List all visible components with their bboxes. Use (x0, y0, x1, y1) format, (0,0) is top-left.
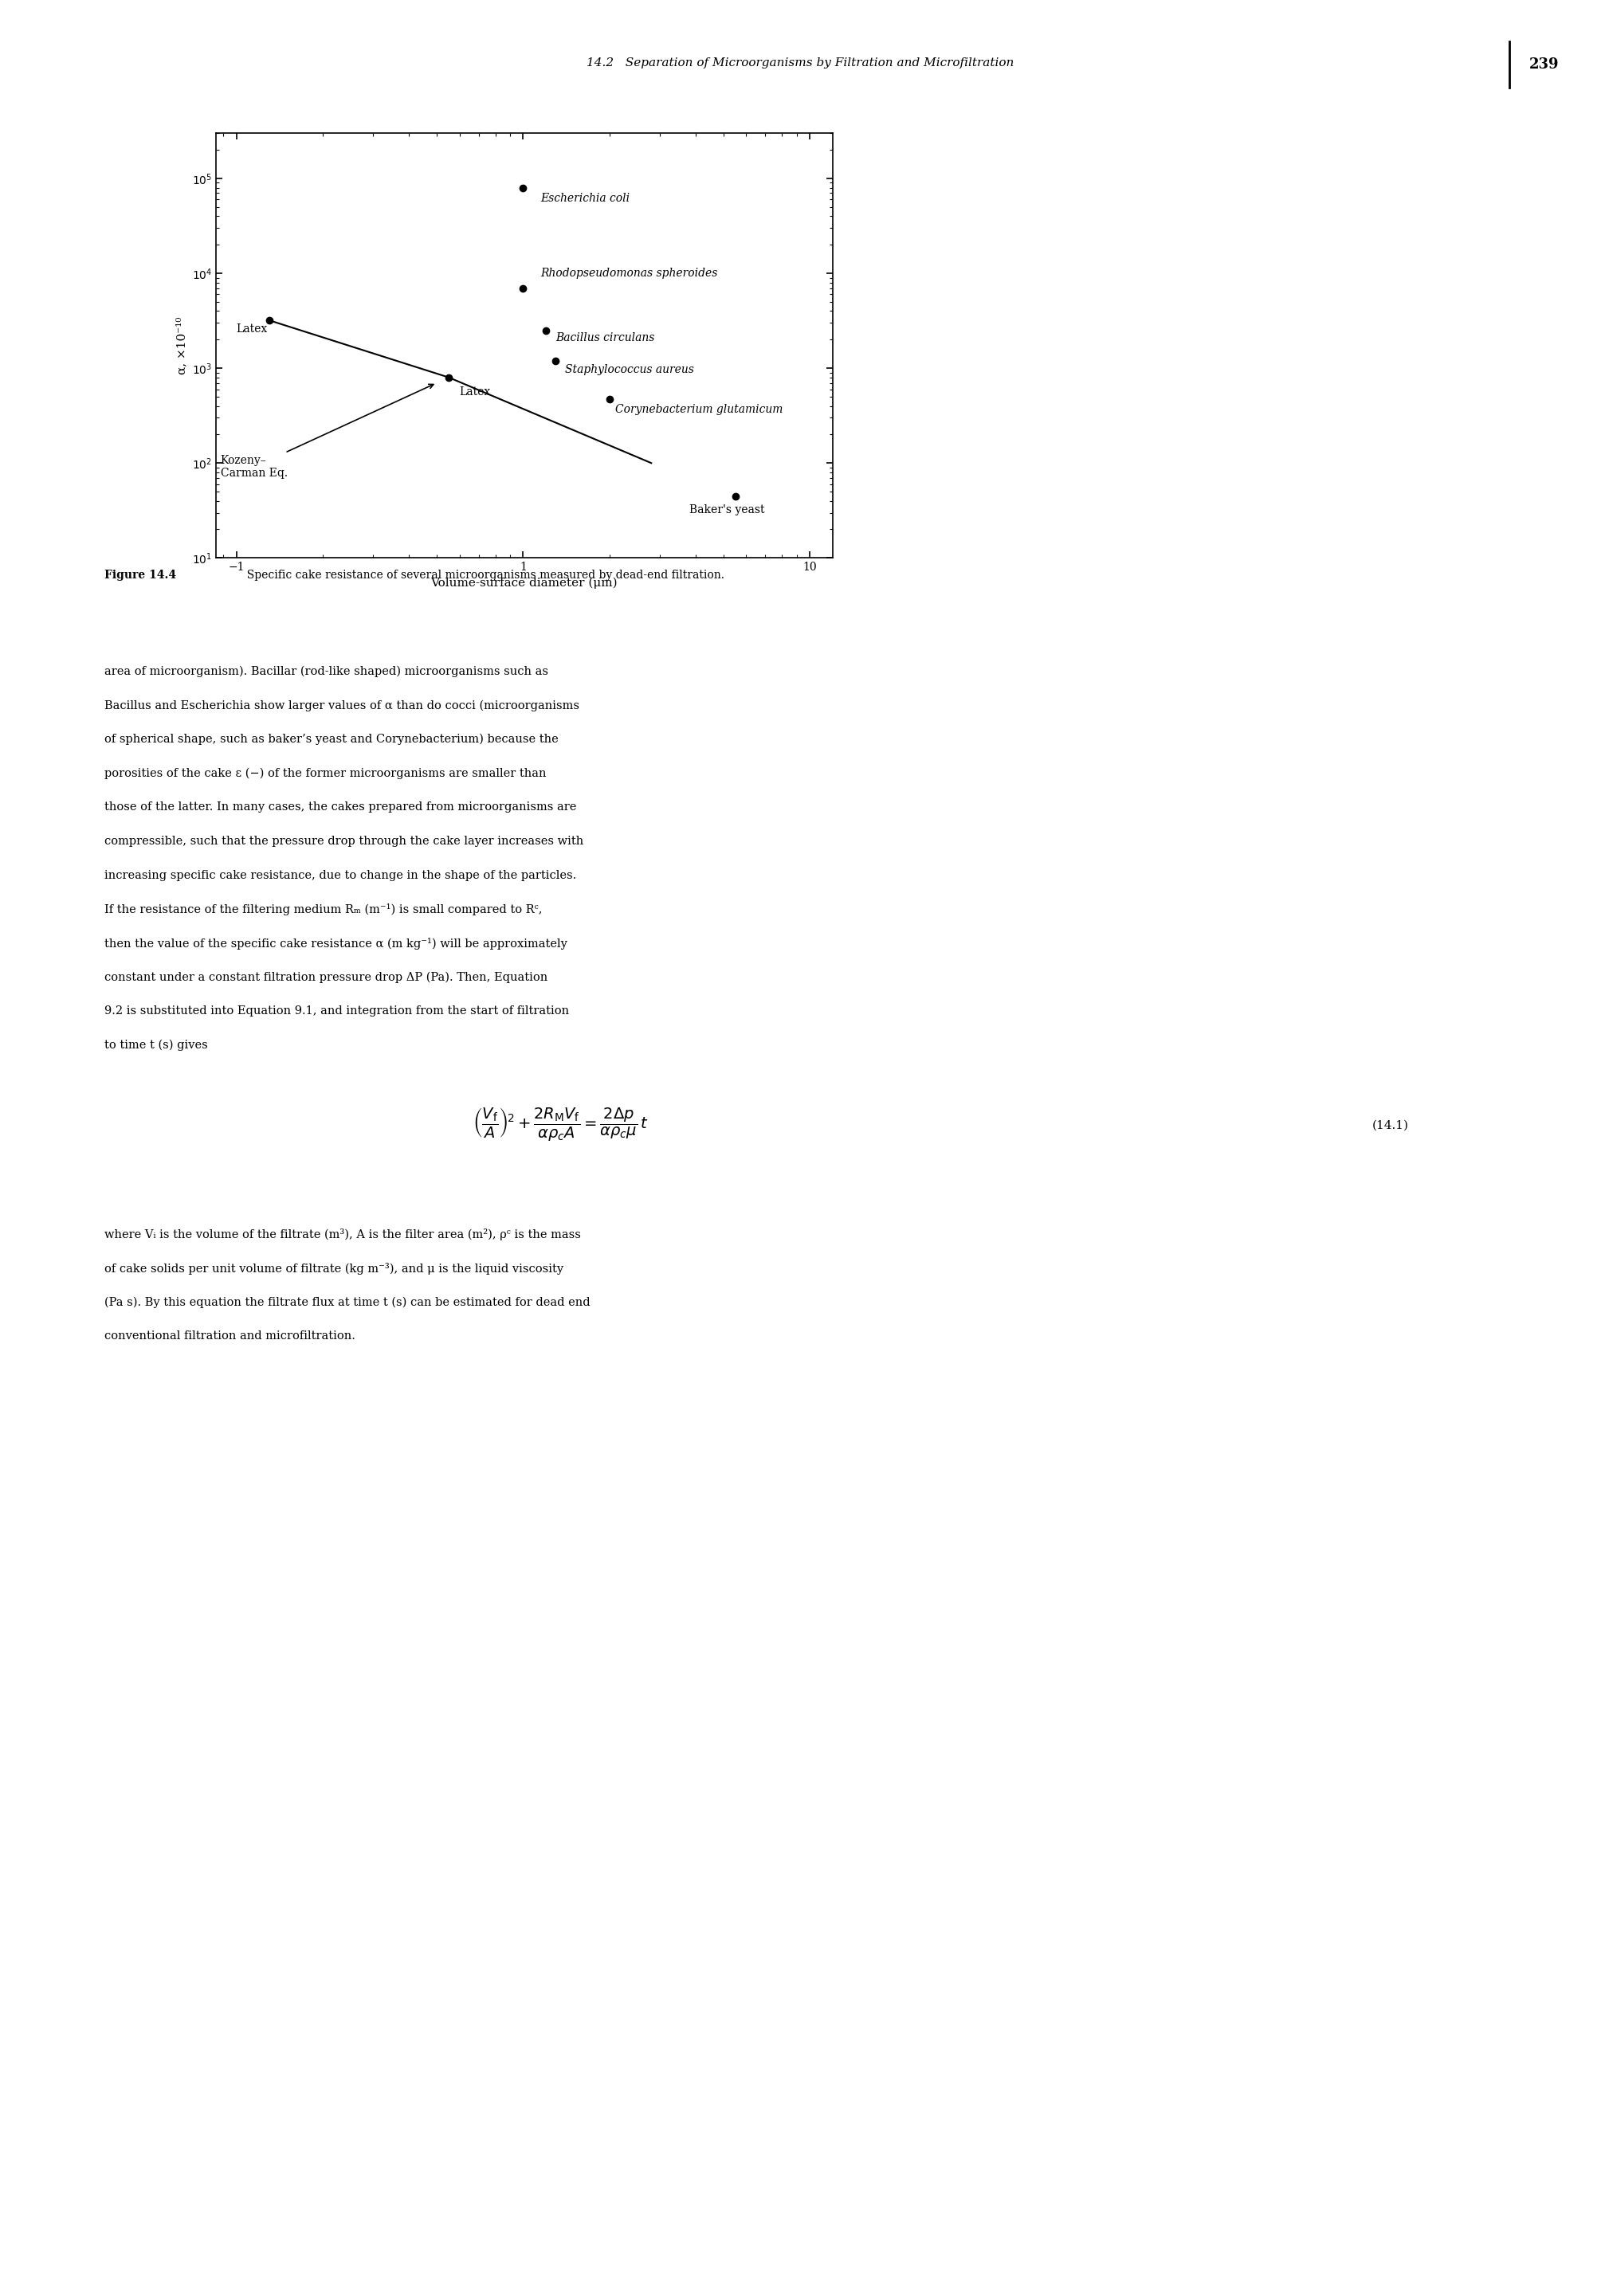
Text: Rhodopseudomonas spheroides: Rhodopseudomonas spheroides (541, 269, 717, 278)
Text: (14.1): (14.1) (1372, 1120, 1409, 1130)
Text: constant under a constant filtration pressure drop ΔP (Pa). Then, Equation: constant under a constant filtration pre… (104, 971, 548, 983)
Text: conventional filtration and microfiltration.: conventional filtration and microfiltrat… (104, 1329, 355, 1341)
Text: (Pa s). By this equation the filtrate flux at time t (s) can be estimated for de: (Pa s). By this equation the filtrate fl… (104, 1297, 589, 1309)
Text: increasing specific cake resistance, due to change in the shape of the particles: increasing specific cake resistance, due… (104, 870, 576, 882)
Text: to time t (s) gives: to time t (s) gives (104, 1040, 208, 1052)
Text: Baker's yeast: Baker's yeast (690, 505, 765, 517)
Text: compressible, such that the pressure drop through the cake layer increases with: compressible, such that the pressure dro… (104, 836, 583, 847)
Text: area of microorganism). Bacillar (rod-like shaped) microorganisms such as: area of microorganism). Bacillar (rod-li… (104, 666, 548, 677)
Text: then the value of the specific cake resistance α (m kg⁻¹) will be approximately: then the value of the specific cake resi… (104, 937, 567, 951)
Text: Escherichia coli: Escherichia coli (541, 193, 629, 204)
Text: those of the latter. In many cases, the cakes prepared from microorganisms are: those of the latter. In many cases, the … (104, 801, 576, 813)
Text: Bacillus circulans: Bacillus circulans (556, 333, 655, 342)
Text: where Vᵢ is the volume of the filtrate (m³), A is the filter area (m²), ρᶜ is th: where Vᵢ is the volume of the filtrate (… (104, 1228, 581, 1240)
X-axis label: Volume-surface diameter (μm): Volume-surface diameter (μm) (431, 576, 618, 588)
Text: Bacillus and Escherichia show larger values of α than do cocci (microorganisms: Bacillus and Escherichia show larger val… (104, 700, 580, 712)
Y-axis label: α, ×10⁻¹⁰: α, ×10⁻¹⁰ (176, 317, 187, 374)
Text: Corynebacterium glutamicum: Corynebacterium glutamicum (615, 404, 783, 416)
Text: Figure 14.4: Figure 14.4 (104, 569, 176, 581)
Text: Latex: Latex (237, 324, 267, 335)
Text: Latex: Latex (459, 386, 492, 397)
Text: porosities of the cake ε (−) of the former microorganisms are smaller than: porosities of the cake ε (−) of the form… (104, 767, 546, 778)
Text: of spherical shape, such as baker’s yeast and Corynebacterium) because the: of spherical shape, such as baker’s yeas… (104, 735, 559, 746)
Text: 239: 239 (1529, 57, 1559, 71)
Text: 9.2 is substituted into Equation 9.1, and integration from the start of filtrati: 9.2 is substituted into Equation 9.1, an… (104, 1006, 568, 1017)
Text: Kozeny–
Carman Eq.: Kozeny– Carman Eq. (221, 383, 434, 480)
Text: $\left(\dfrac{V_{\rm f}}{A}\right)^{\!2} + \dfrac{2R_{\rm M}V_{\rm f}}{\alpha\rh: $\left(\dfrac{V_{\rm f}}{A}\right)^{\!2}… (472, 1107, 648, 1143)
Text: Specific cake resistance of several microorganisms measured by dead-end filtrati: Specific cake resistance of several micr… (240, 569, 725, 581)
Text: 14.2   Separation of Microorganisms by Filtration and Microfiltration: 14.2 Separation of Microorganisms by Fil… (588, 57, 1013, 69)
Text: If the resistance of the filtering medium Rₘ (m⁻¹) is small compared to Rᶜ,: If the resistance of the filtering mediu… (104, 905, 543, 916)
Text: of cake solids per unit volume of filtrate (kg m⁻³), and μ is the liquid viscosi: of cake solids per unit volume of filtra… (104, 1263, 564, 1274)
Text: Staphylococcus aureus: Staphylococcus aureus (565, 365, 693, 377)
